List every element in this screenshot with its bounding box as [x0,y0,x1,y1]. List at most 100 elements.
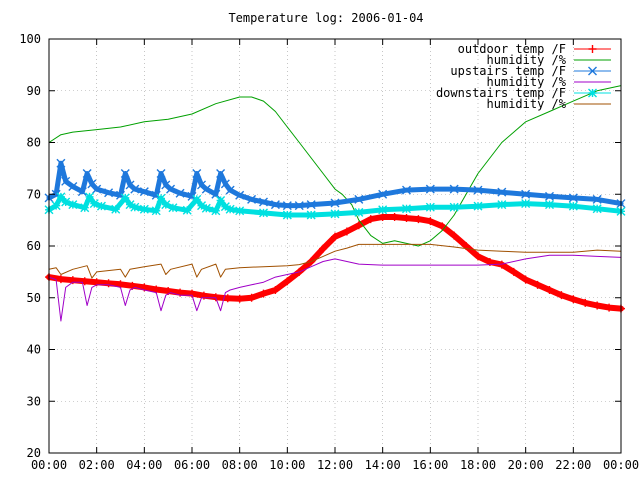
y-tick-label: 90 [27,84,41,98]
data-point [330,198,340,208]
data-point [247,293,256,302]
data-point [235,206,245,216]
data-point [56,158,66,168]
data-point [111,204,121,214]
data-point [378,205,388,215]
data-point [270,200,280,210]
legend-label: humidity /% [487,53,567,67]
data-point [68,200,78,210]
data-point [92,184,102,194]
data-point [605,303,614,312]
data-point [557,291,566,300]
x-tick-label: 04:00 [126,458,162,472]
data-point [235,190,245,200]
x-tick-label: 08:00 [222,458,258,472]
data-point [378,213,387,222]
data-point [283,277,292,286]
data-point [568,201,578,211]
data-point [56,192,66,202]
data-point [509,267,518,276]
data-point [366,215,375,224]
data-point [82,169,92,179]
data-point [51,201,61,211]
data-point [89,199,99,209]
data-point [104,188,114,198]
data-point [104,279,113,288]
legend-label: outdoor temp /F [458,42,566,56]
data-point [378,189,388,199]
data-point [497,200,507,210]
series-line [48,85,622,247]
data-point [390,213,399,222]
data-point [130,184,140,194]
legend-label: downstairs temp /F [436,86,566,100]
data-point [533,280,542,289]
data-point [211,206,221,216]
data-point [545,191,554,201]
data-point [414,215,423,224]
data-point [130,202,140,212]
data-point [354,194,364,204]
axis-ticks: 20 30 40 50 60 70 80 90 100 00:00 02:00 04:00 06:00 0… [19,32,639,472]
data-point [201,203,211,213]
data-point [425,184,435,194]
data-point [342,227,351,236]
data-point [156,193,166,203]
data-point [61,176,71,186]
chart-title: Temperature log: 2006-01-04 [228,11,423,25]
data-point [426,217,435,226]
data-point [156,169,166,179]
series-4 [44,192,626,220]
series-layer [44,85,626,322]
data-point [216,195,226,205]
data-point [220,202,230,212]
data-point [56,275,65,284]
x-tick-label: 00:00 [31,458,67,472]
data-point [211,189,221,199]
y-tick-label: 40 [27,343,41,357]
data-point [259,197,268,207]
data-point [225,185,235,195]
data-point [354,207,364,217]
data-point [592,204,602,214]
data-point [581,298,590,307]
x-tick-label: 10:00 [269,458,305,472]
data-point [85,192,95,202]
data-point [545,200,554,210]
data-point [235,294,244,303]
legend-entry: upstairs temp /F [450,64,611,78]
data-point [331,232,339,241]
data-point [120,169,130,179]
y-tick-label: 30 [27,394,41,408]
x-tick-label: 14:00 [365,458,401,472]
data-point [402,185,411,195]
data-point [306,210,316,220]
data-point [223,294,232,303]
data-point [175,188,185,198]
series-line [48,243,622,279]
data-point [168,203,178,213]
legend-entry: humidity /% [487,53,611,67]
data-point [68,276,77,285]
data-point [220,179,230,189]
data-point [521,199,531,209]
data-point [139,204,149,214]
series-line [48,254,622,322]
data-point [161,200,171,210]
x-tick-label: 00:00 [603,458,639,472]
data-point [294,201,304,211]
data-point [61,197,71,207]
legend-label: humidity /% [487,75,567,89]
data-point [592,194,602,204]
data-point [306,200,316,210]
legend-entry: downstairs temp /F [436,86,611,100]
data-point [402,214,411,223]
data-point [282,201,292,211]
series-1 [48,85,622,247]
data-point [402,204,411,214]
series-5 [48,243,622,279]
y-tick-label: 20 [27,446,41,460]
data-point [473,185,483,195]
